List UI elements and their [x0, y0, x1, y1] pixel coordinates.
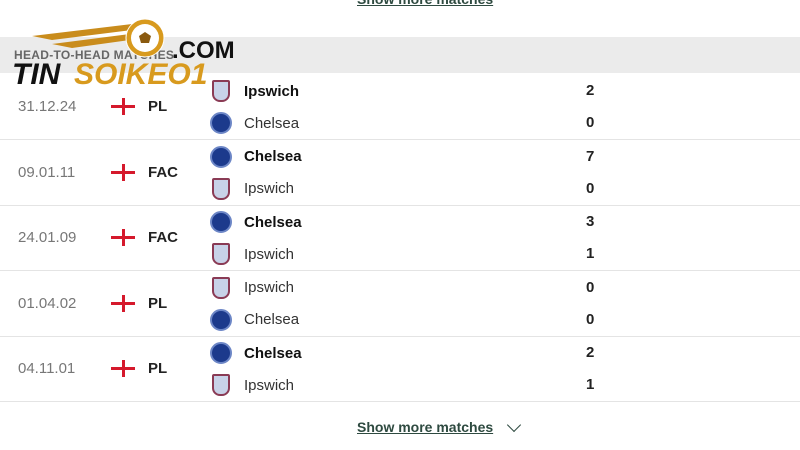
- england-flag-icon: [111, 229, 135, 246]
- chelsea-crest-icon: [210, 112, 232, 134]
- chevron-down-icon[interactable]: [506, 417, 522, 433]
- svg-text:.COM: .COM: [172, 37, 235, 64]
- away-team: Ipswich: [210, 373, 294, 397]
- away-team: Chelsea: [210, 111, 299, 135]
- away-score: 0: [586, 310, 595, 328]
- home-score: 3: [586, 213, 595, 230]
- match-date: 04.11.01: [18, 360, 76, 377]
- away-score: 1: [586, 245, 595, 262]
- home-team: Ipswich: [210, 79, 299, 103]
- competition: FAC: [148, 229, 178, 246]
- home-team: Chelsea: [210, 145, 302, 169]
- away-score: 1: [586, 376, 595, 393]
- match-date: 01.04.02: [18, 294, 77, 312]
- home-score: 2: [586, 82, 595, 99]
- team-name: Chelsea: [244, 114, 300, 132]
- team-name: Chelsea: [244, 213, 302, 231]
- england-flag-icon: [111, 98, 135, 115]
- show-more-matches-link[interactable]: Show more matches: [357, 419, 494, 435]
- show-more-matches-link-top[interactable]: Show more matches: [357, 0, 493, 7]
- team-name: Ipswich: [244, 279, 295, 296]
- chelsea-crest-icon: [210, 145, 232, 168]
- match-date: 09.01.11: [18, 163, 76, 181]
- ipswich-crest-icon: [212, 243, 230, 265]
- home-score: 0: [586, 278, 595, 296]
- away-score: 0: [586, 114, 595, 131]
- competition: FAC: [148, 163, 178, 181]
- england-flag-icon: [111, 294, 135, 312]
- team-name: Ipswich: [244, 82, 300, 100]
- svg-text:TIN: TIN: [12, 58, 62, 90]
- chelsea-crest-icon: [210, 342, 232, 364]
- match-date: 31.12.24: [18, 98, 77, 115]
- away-team: Ipswich: [210, 177, 294, 201]
- match-date: 24.01.09: [18, 229, 77, 246]
- home-team: Chelsea: [210, 341, 302, 365]
- watermark-logo: .COM TIN SOIKEO1: [12, 18, 235, 90]
- home-score: 2: [586, 344, 595, 361]
- match-row[interactable]: 01.04.02 PL Ipswich 0 Chelsea 0: [0, 271, 800, 337]
- match-row[interactable]: 09.01.11 FAC Chelsea 7 Ipswich 0: [0, 140, 800, 206]
- match-row[interactable]: 31.12.24 PL Ipswich 2 Chelsea 0: [0, 74, 800, 140]
- competition: PL: [148, 360, 168, 377]
- competition: PL: [148, 294, 168, 312]
- team-name: Ipswich: [244, 180, 295, 197]
- home-score: 7: [586, 147, 595, 165]
- england-flag-icon: [111, 163, 135, 181]
- svg-text:SOIKEO1: SOIKEO1: [74, 58, 207, 90]
- match-row[interactable]: 04.11.01 PL Chelsea 2 Ipswich 1: [0, 336, 800, 402]
- chelsea-crest-icon: [210, 308, 232, 331]
- away-team: Ipswich: [210, 242, 294, 266]
- ipswich-crest-icon: [212, 80, 230, 102]
- team-name: Ipswich: [244, 376, 295, 394]
- ipswich-crest-icon: [212, 177, 230, 200]
- chelsea-crest-icon: [210, 211, 232, 233]
- team-name: Chelsea: [244, 148, 302, 165]
- competition: PL: [148, 98, 168, 115]
- ipswich-crest-icon: [212, 276, 230, 299]
- match-row[interactable]: 24.01.09 FAC Chelsea 3 Ipswich 1: [0, 205, 800, 271]
- ipswich-crest-icon: [212, 374, 230, 396]
- team-name: Chelsea: [244, 344, 302, 362]
- team-name: Ipswich: [244, 245, 295, 263]
- away-team: Chelsea: [210, 308, 299, 332]
- home-team: Ipswich: [210, 276, 294, 300]
- home-team: Chelsea: [210, 210, 302, 234]
- team-name: Chelsea: [244, 311, 300, 328]
- away-score: 0: [586, 179, 595, 197]
- england-flag-icon: [111, 360, 135, 377]
